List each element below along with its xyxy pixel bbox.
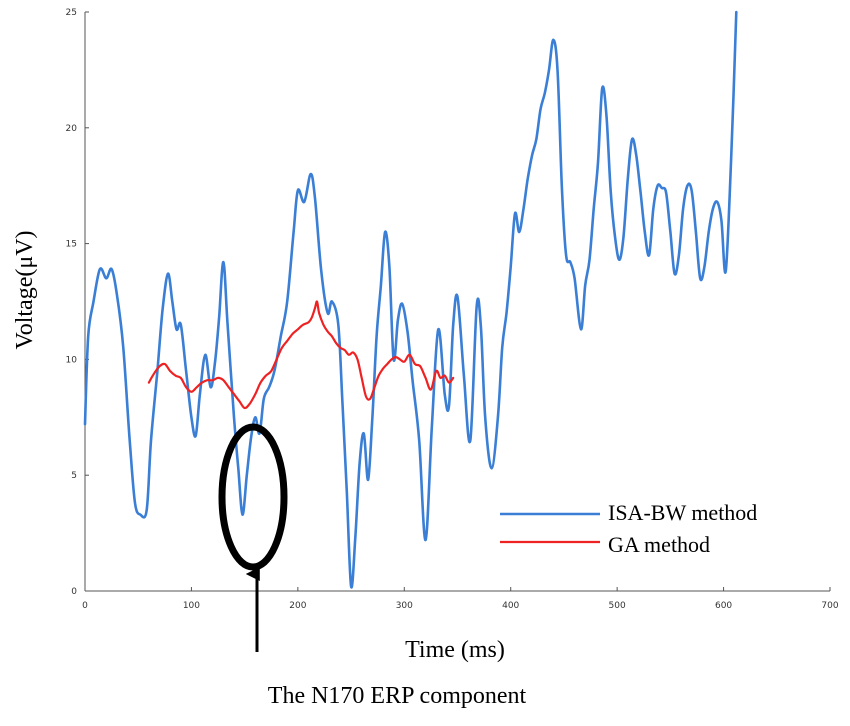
- n170-highlight-ellipse: [218, 423, 288, 571]
- legend: ISA-BW method GA method: [500, 500, 757, 557]
- legend-label-ga: GA method: [608, 532, 710, 557]
- y-tick-label: 0: [71, 587, 77, 597]
- n170-annotation-label: The N170 ERP component: [268, 683, 527, 709]
- x-tick-label: 500: [609, 601, 626, 611]
- y-tick-label: 5: [71, 471, 77, 481]
- y-tick-label: 15: [66, 240, 77, 250]
- x-tick-label: 400: [502, 601, 519, 611]
- x-tick-label: 700: [821, 601, 838, 611]
- x-axis-title: Time (ms): [405, 637, 505, 663]
- y-tick-label: 10: [66, 355, 78, 365]
- x-tick-label: 0: [82, 601, 88, 611]
- y-axis-title: Voltage(μV): [12, 230, 38, 349]
- x-tick-label: 300: [396, 601, 413, 611]
- y-tick-label: 20: [66, 124, 78, 134]
- y-tick-label: 25: [66, 8, 77, 18]
- x-tick-label: 600: [715, 601, 732, 611]
- x-tick-label: 100: [183, 601, 200, 611]
- y-axis-ticks: 0 5 10 15 20 25: [66, 8, 89, 597]
- isa-bw-method-line: [83, 10, 738, 589]
- ga-method-line: [147, 300, 455, 410]
- x-axis-ticks: 0 100 200 300 400 500 600 700: [82, 587, 839, 611]
- legend-label-isa-bw: ISA-BW method: [608, 500, 757, 525]
- x-tick-label: 200: [289, 601, 306, 611]
